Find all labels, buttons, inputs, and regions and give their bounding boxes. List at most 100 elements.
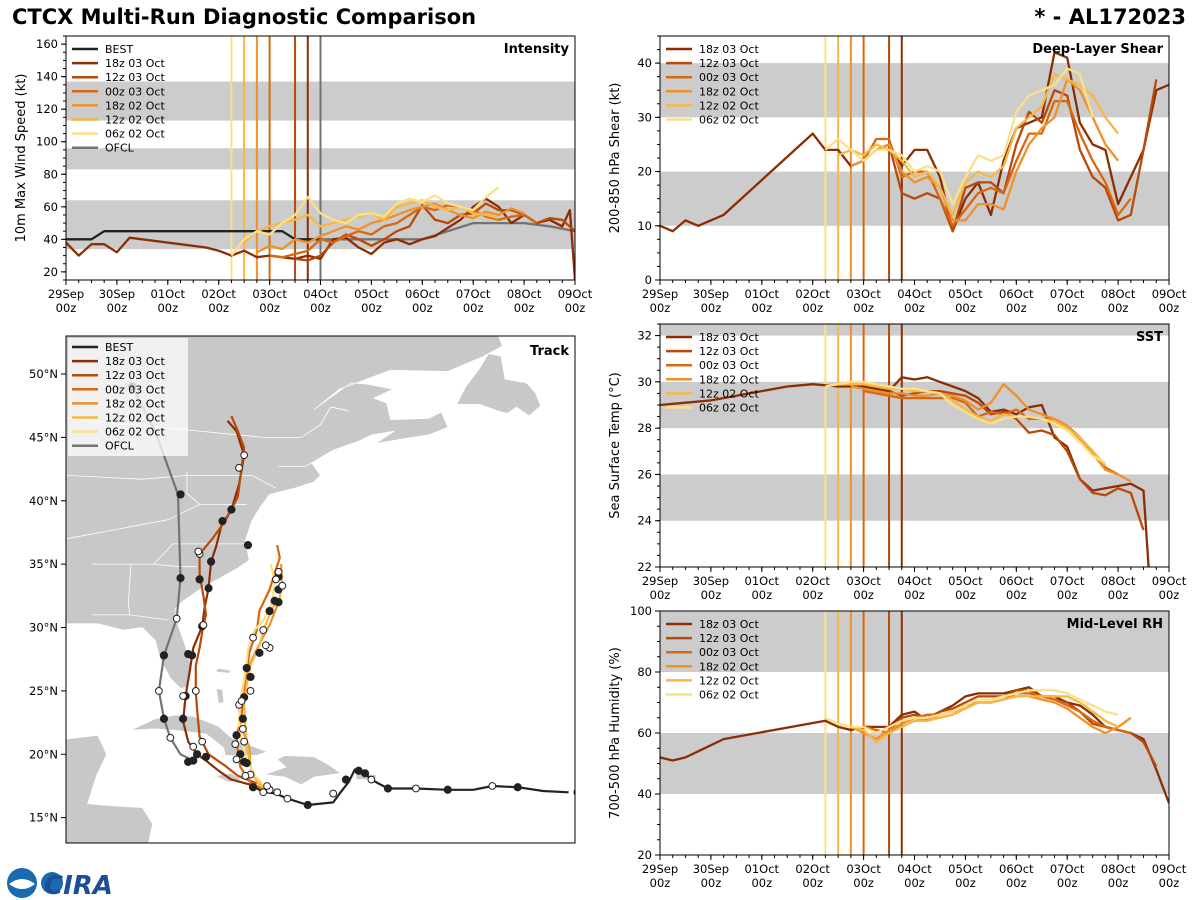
track-marker-filled: [176, 573, 185, 583]
series-line-06z-02-oct: [825, 380, 1106, 464]
x-tick-label-date: 06Oct: [405, 287, 440, 301]
x-tick-label-date: 29Sep: [642, 574, 678, 588]
track-marker-open: [154, 687, 163, 695]
x-tick-label-hour: 00z: [650, 876, 671, 890]
series-line-12z-02-oct: [837, 72, 1120, 217]
series-line-ofcl: [320, 221, 575, 241]
track-marker-open: [273, 788, 282, 797]
sst-panel: 22242628303229Sep00z30Sep00z01Oct00z02Oc…: [608, 323, 1187, 602]
lat-tick-label: 50°N: [29, 367, 58, 381]
x-tick-label-hour: 00z: [56, 301, 77, 315]
x-tick-label-date: 08Oct: [1101, 862, 1136, 876]
track-marker-filled: [443, 785, 452, 794]
x-tick-label-hour: 00z: [751, 588, 772, 602]
state-border: [66, 406, 349, 438]
track-marker-open: [272, 575, 280, 584]
track-marker-open: [198, 737, 207, 746]
x-tick-label-date: 04Oct: [897, 574, 932, 588]
panel-title: Track: [530, 344, 569, 359]
track-marker-filled: [201, 752, 211, 761]
page-title: CTCX Multi-Run Diagnostic Comparison: [12, 5, 477, 29]
series-line-12z-02-oct: [838, 383, 1107, 466]
track-marker-open: [199, 621, 208, 629]
x-tick-label-hour: 00z: [955, 876, 976, 890]
x-tick-label-hour: 00z: [904, 876, 925, 890]
legend-label-12z-03-oct: 12z 03 Oct: [105, 71, 165, 84]
y-tick-label: 20: [637, 848, 652, 862]
y-tick-label: 24: [637, 514, 652, 528]
track-marker-filled: [232, 731, 241, 740]
legend-background: [68, 338, 188, 456]
x-tick-label-hour: 00z: [463, 301, 484, 315]
state-border: [278, 462, 314, 468]
y-tick-label: 10: [637, 219, 652, 233]
x-tick-label-hour: 00z: [955, 588, 976, 602]
legend-label-12z-02-oct: 12z 02 Oct: [105, 412, 165, 425]
legend-label-06z-02-oct: 06z 02 Oct: [699, 114, 759, 127]
x-tick-label-date: 09Oct: [1152, 862, 1187, 876]
x-tick-label-hour: 00z: [1108, 876, 1129, 890]
plot-area: [660, 36, 1169, 280]
x-tick-label-hour: 00z: [1057, 876, 1078, 890]
x-tick-label-date: 06Oct: [999, 574, 1034, 588]
track-marker-filled: [176, 490, 185, 499]
x-tick-label-date: 02Oct: [201, 287, 236, 301]
x-tick-label-date: 01Oct: [151, 287, 186, 301]
series-line-18z-03-oct: [660, 51, 1169, 233]
x-tick-label-date: 02Oct: [795, 574, 830, 588]
track-marker-open: [412, 784, 420, 793]
track-marker-filled: [274, 598, 283, 607]
track-marker-open: [274, 567, 283, 576]
y-tick-label: 80: [637, 665, 652, 679]
track-marker-open: [240, 737, 249, 746]
x-tick-label-hour: 00z: [650, 588, 671, 602]
x-tick-label-date: 02Oct: [795, 862, 830, 876]
track-marker-open: [179, 692, 187, 700]
track-marker-open: [194, 547, 203, 556]
y-tick-label: 40: [43, 232, 58, 246]
track-marker-filled: [246, 672, 255, 682]
track-marker-filled: [513, 783, 522, 792]
panel-title: SST: [1136, 330, 1163, 345]
x-tick-label-date: 07Oct: [1050, 862, 1085, 876]
x-tick-label-hour: 00z: [1159, 588, 1180, 602]
map-frame: [65, 335, 576, 844]
legend-label-best: BEST: [105, 43, 133, 56]
plot-area: [660, 611, 1169, 855]
y-axis-label: 700-500 hPa Humidity (%): [608, 647, 623, 819]
track-marker-open: [166, 733, 175, 742]
x-tick-label-hour: 00z: [157, 301, 178, 315]
track-marker-open: [259, 626, 268, 634]
x-tick-label-date: 09Oct: [1152, 287, 1187, 301]
legend-label-06z-02-oct: 06z 02 Oct: [105, 128, 165, 141]
track-marker-open: [488, 782, 497, 790]
bahamas-andros: [215, 687, 225, 705]
y-tick-label: 0: [645, 273, 652, 287]
legend-label-00z-03-oct: 00z 03 Oct: [699, 646, 759, 659]
y-tick-label: 28: [637, 421, 652, 435]
legend-label-12z-02-oct: 12z 02 Oct: [105, 114, 165, 127]
y-tick-label: 30: [637, 375, 652, 389]
x-tick-label-hour: 00z: [955, 301, 976, 315]
x-tick-label-hour: 00z: [853, 301, 874, 315]
track-marker-open: [329, 789, 338, 798]
track-marker-open: [263, 782, 271, 790]
x-tick-label-date: 08Oct: [507, 287, 542, 301]
x-tick-label-hour: 00z: [1159, 301, 1180, 315]
x-tick-label-date: 01Oct: [745, 862, 780, 876]
x-tick-label-hour: 00z: [412, 301, 433, 315]
x-tick-label-hour: 00z: [853, 876, 874, 890]
legend-label-12z-03-oct: 12z 03 Oct: [699, 632, 759, 645]
x-tick-label-hour: 00z: [208, 301, 229, 315]
rh-panel: 2040608010029Sep00z30Sep00z01Oct00z02Oct…: [608, 604, 1187, 890]
legend-label-12z-02-oct: 12z 02 Oct: [699, 674, 759, 687]
track-marker-filled: [255, 648, 264, 657]
x-tick-label-date: 08Oct: [1101, 574, 1136, 588]
y-tick-label: 60: [43, 200, 58, 214]
y-tick-label: 160: [36, 37, 58, 51]
y-axis-label: 200-850 hPa Shear (kt): [608, 83, 623, 234]
series-line-00z-03-oct: [269, 204, 538, 259]
x-tick-label-hour: 00z: [1006, 876, 1027, 890]
x-tick-label-hour: 00z: [650, 301, 671, 315]
